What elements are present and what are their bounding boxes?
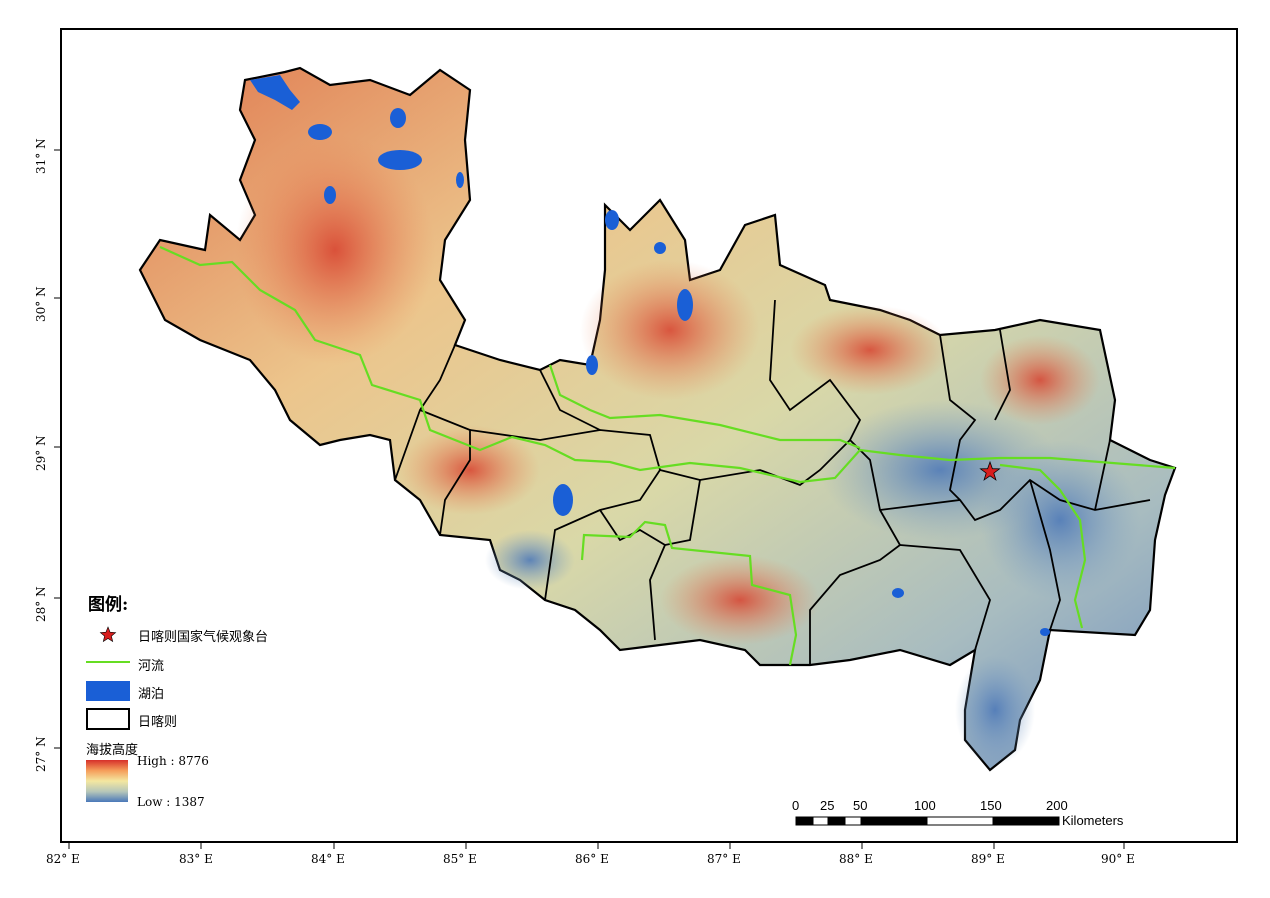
legend-station-label: 日喀则国家气候观象台 bbox=[138, 630, 269, 645]
district-boundaries bbox=[394, 299, 1151, 665]
scale-tick-0: 0 bbox=[792, 798, 800, 813]
legend-elevation-title: 海拔高度 bbox=[86, 743, 139, 758]
lon-label-89: 89° E bbox=[971, 852, 1005, 866]
legend-low-label: Low : 1387 bbox=[137, 795, 205, 809]
lon-label-86: 86° E bbox=[575, 852, 609, 866]
elevation-shading bbox=[235, 135, 1140, 765]
lon-label-83: 83° E bbox=[179, 852, 213, 866]
lon-label-85: 85° E bbox=[443, 852, 477, 866]
lon-label-87: 87° E bbox=[707, 852, 741, 866]
legend-river-label: 河流 bbox=[138, 659, 165, 674]
lat-label-29: 29° N bbox=[34, 435, 48, 471]
lat-label-27: 27° N bbox=[34, 736, 48, 772]
lon-label-84: 84° E bbox=[311, 852, 345, 866]
legend-title: 图例: bbox=[88, 595, 129, 615]
elevation-color-ramp bbox=[86, 760, 128, 802]
legend-lake-swatch bbox=[86, 681, 130, 701]
legend-high-label: High : 8776 bbox=[137, 754, 209, 768]
scale-unit: Kilometers bbox=[1062, 813, 1124, 828]
lakes bbox=[250, 75, 1050, 636]
graticule-ticks bbox=[54, 149, 1125, 849]
scale-tick-25: 25 bbox=[820, 798, 835, 813]
scale-bar bbox=[795, 816, 1060, 826]
scale-tick-200: 200 bbox=[1046, 798, 1068, 813]
legend-boundary-label: 日喀则 bbox=[138, 715, 178, 730]
rivers bbox=[159, 245, 1176, 666]
lon-label-90: 90° E bbox=[1101, 852, 1135, 866]
legend-boundary-swatch bbox=[86, 708, 130, 730]
lat-label-28: 28° N bbox=[34, 586, 48, 622]
legend-lake-label: 湖泊 bbox=[138, 687, 165, 702]
lon-label-88: 88° E bbox=[839, 852, 873, 866]
scale-tick-50: 50 bbox=[853, 798, 868, 813]
scale-tick-150: 150 bbox=[980, 798, 1002, 813]
scale-tick-100: 100 bbox=[914, 798, 936, 813]
lat-label-31: 31° N bbox=[34, 138, 48, 174]
map-frame bbox=[60, 28, 1238, 843]
lat-label-30: 30° N bbox=[34, 286, 48, 322]
red-star-icon bbox=[979, 460, 1001, 481]
lon-label-82: 82° E bbox=[46, 852, 80, 866]
legend-star-icon bbox=[99, 626, 117, 643]
